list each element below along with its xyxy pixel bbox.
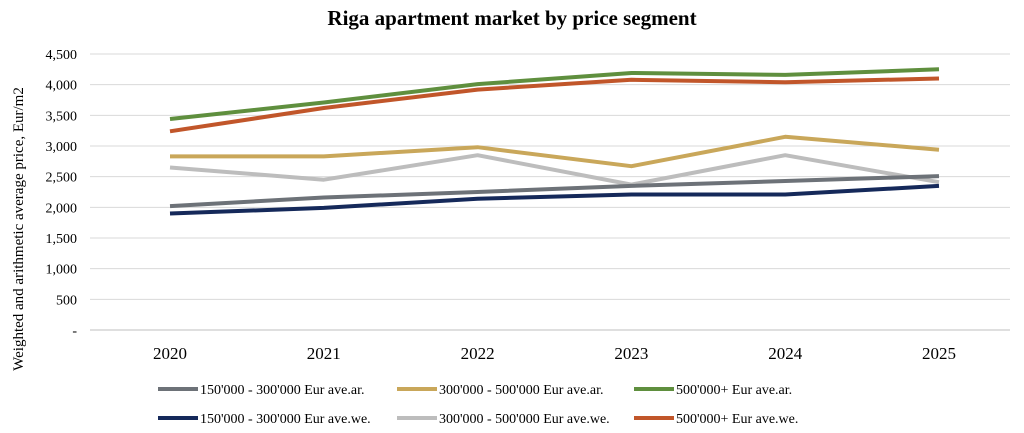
legend-label: 500'000+ Eur ave.we.: [676, 412, 798, 427]
y-tick-label: 4,000: [46, 79, 78, 94]
y-tick-label: -: [72, 324, 77, 339]
x-tick-label: 2023: [614, 344, 648, 363]
y-tick-label: 3,500: [46, 109, 78, 124]
y-tick-label: 2,000: [46, 201, 78, 216]
y-axis-label: Weighted and arithmetic average price, E…: [11, 87, 27, 371]
x-tick-label: 2025: [922, 344, 956, 363]
gridlines: [90, 53, 1010, 331]
series-lines: [169, 67, 940, 216]
series-line: [169, 67, 940, 121]
series-line: [170, 134, 940, 169]
legend-label: 300'000 - 500'000 Eur ave.ar.: [439, 383, 603, 398]
y-tick-label: 2,500: [46, 171, 78, 186]
y-tick-label: 4,500: [46, 48, 78, 63]
legend-label: 150'000 - 300'000 Eur ave.ar.: [200, 383, 364, 398]
y-tick-label: 1,500: [46, 232, 78, 247]
series-line: [169, 153, 940, 187]
series-line: [169, 174, 940, 209]
y-tick-label: 500: [56, 293, 77, 308]
x-tick-label: 2022: [461, 344, 495, 363]
y-tick-label: 1,000: [46, 263, 78, 278]
x-tick-label: 2024: [768, 344, 803, 363]
series-line: [169, 183, 940, 216]
chart-title: Riga apartment market by price segment: [327, 6, 696, 30]
x-axis-ticks: 2020 2021 2022 2023 2024 2025: [153, 344, 956, 363]
series-line: [169, 76, 940, 134]
x-tick-label: 2020: [153, 344, 187, 363]
legend-label: 150'000 - 300'000 Eur ave.we.: [200, 412, 371, 427]
legend-label: 500'000+ Eur ave.ar.: [676, 383, 792, 398]
legend: 150'000 - 300'000 Eur ave.ar. 300'000 - 5…: [158, 383, 798, 427]
legend-label: 300'000 - 500'000 Eur ave.we.: [439, 412, 610, 427]
x-tick-label: 2021: [307, 344, 341, 363]
y-axis-ticks: - 500 1,000 1,500 2,000 2,500 3,000 3,500 4,000 4…: [46, 48, 78, 339]
y-tick-label: 3,000: [46, 140, 78, 155]
